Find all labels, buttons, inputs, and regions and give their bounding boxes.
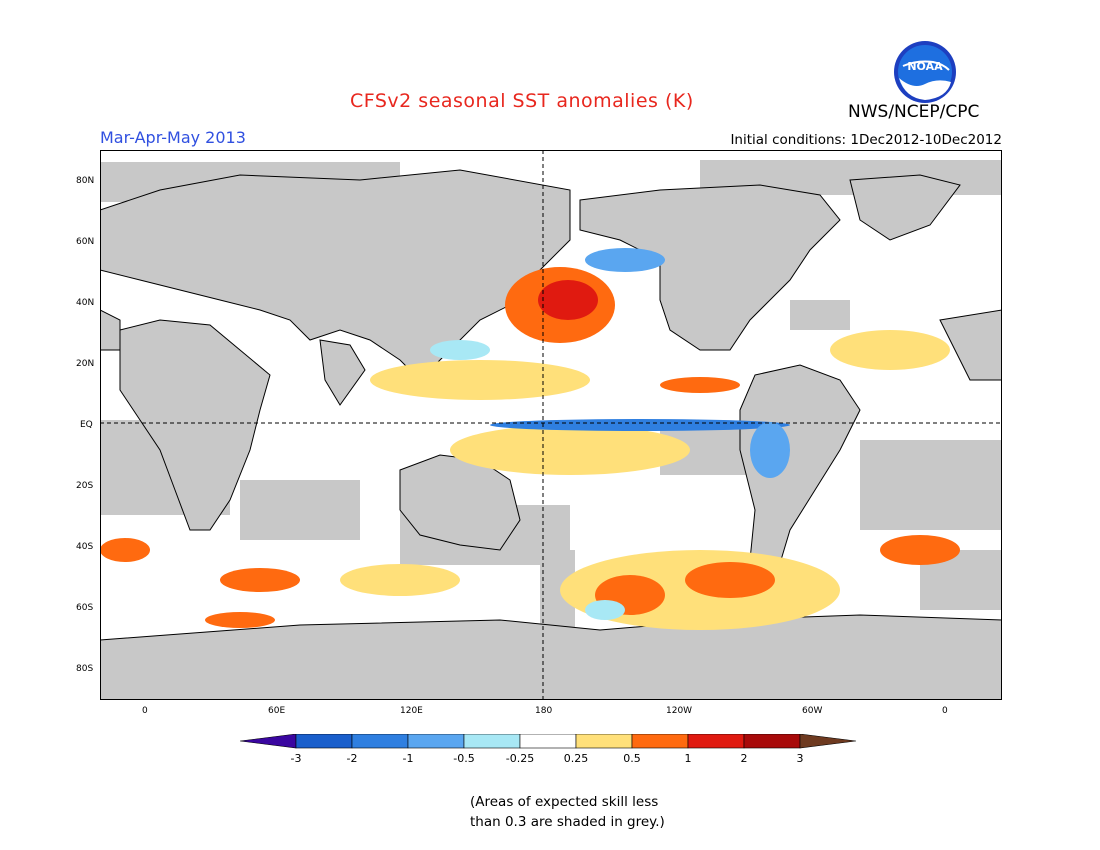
colorbar-label: -0.25 [505,752,535,765]
positive-anomalies [100,267,960,630]
initial-conditions-label: Initial conditions: 1Dec2012-10Dec2012 [730,132,1002,148]
negative-anomalies [430,248,790,620]
lon-label: 60E [268,706,286,716]
footnote-line-2: than 0.3 are shaded in grey.) [470,814,665,830]
lon-label: 60W [802,706,823,716]
colorbar-cell [407,734,465,749]
colorbar [240,734,857,749]
colorbar-label: 0.25 [563,752,589,765]
sst-anomaly-map [100,150,1002,700]
colorbar-arrow-low [240,734,297,749]
season-label: Mar-Apr-May 2013 [100,128,246,147]
colorbar-label: 2 [740,752,748,765]
land-masses [100,169,1002,700]
colorbar-cell [519,734,577,749]
colorbar-cell [351,734,409,749]
colorbar-label: -1 [402,752,414,765]
colorbar-label: -2 [346,752,358,765]
lon-label: 0 [942,706,948,716]
lon-label: 180 [535,706,553,716]
footnote-line-1: (Areas of expected skill less [470,794,659,810]
lon-label: 120E [400,706,423,716]
lat-label: 80S [76,664,94,674]
lat-label: 60S [76,603,94,613]
colorbar-cell [463,734,521,749]
lat-label: 80N [76,176,95,186]
colorbar-cell [631,734,689,749]
lat-label: EQ [80,420,93,430]
colorbar-cell [743,734,801,749]
colorbar-label: -0.5 [453,752,475,765]
svg-text:NOAA: NOAA [907,60,943,73]
lat-label: 40S [76,542,94,552]
chart-title: CFSv2 seasonal SST anomalies (K) [350,90,694,112]
map-frame [100,150,1002,700]
lat-label: 40N [76,298,95,308]
colorbar-cell [295,734,353,749]
lon-label: 0 [142,706,148,716]
noaa-logo: NOAA [894,41,956,103]
colorbar-arrow-high [799,734,857,749]
colorbar-label: 1 [684,752,692,765]
lat-label: 20S [76,481,94,491]
lon-label: 120W [666,706,693,716]
colorbar-label: 0.5 [623,752,641,765]
skill-footnote: (Areas of expected skill less than 0.3 a… [470,792,665,832]
colorbar-cell [575,734,633,749]
lat-label: 60N [76,237,95,247]
colorbar-label: 3 [796,752,804,765]
lat-label: 20N [76,359,95,369]
colorbar-label: -3 [290,752,302,765]
agency-label: NWS/NCEP/CPC [848,102,980,122]
colorbar-cell [687,734,745,749]
